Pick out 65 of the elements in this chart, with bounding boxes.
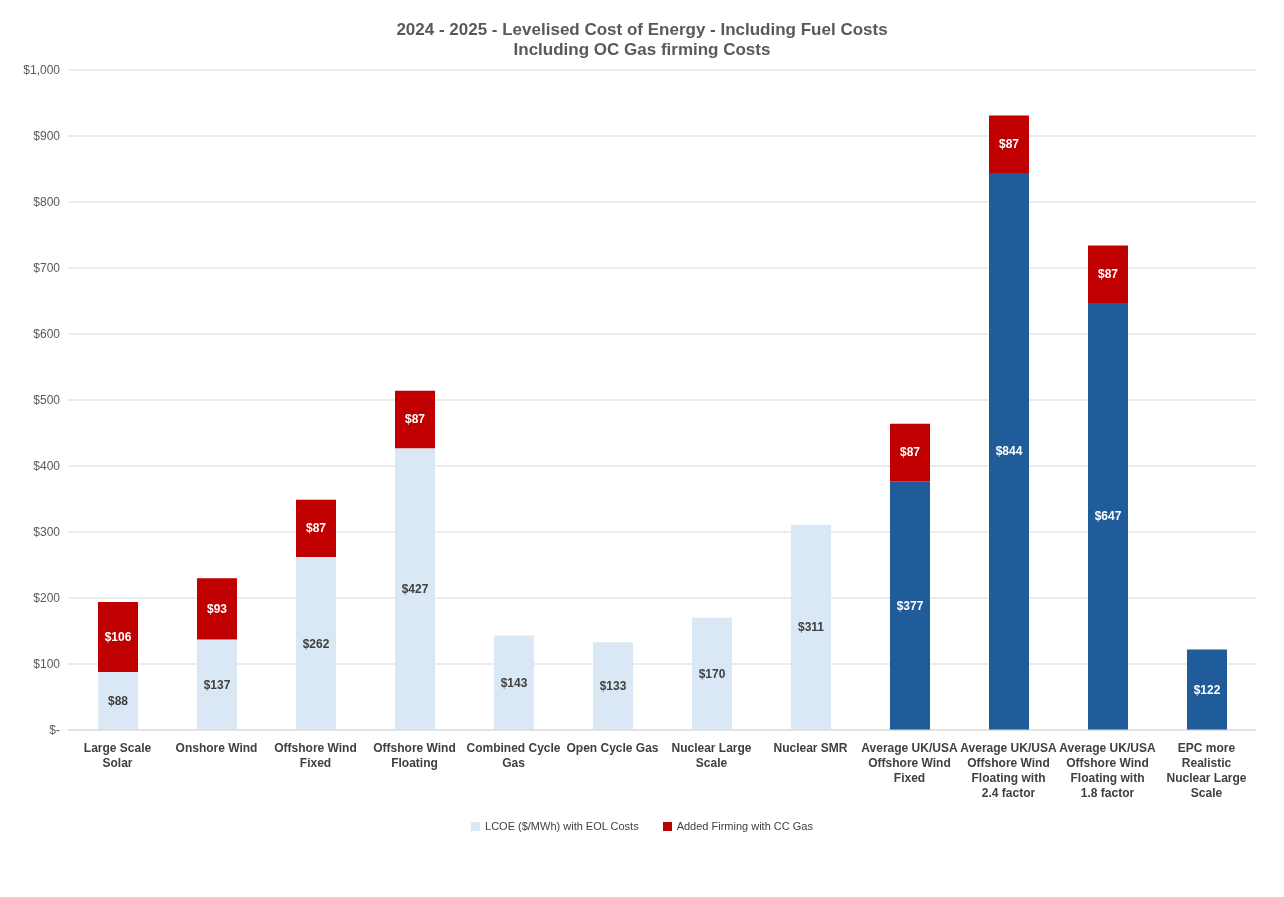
data-label: $143 [500,675,528,690]
data-label: $106 [104,629,132,644]
bar [98,601,138,672]
bar [197,639,237,730]
data-label: $122 [1193,682,1221,697]
x-tick-label: Combined Cycle Gas [466,741,561,770]
x-tick-label: Offshore Wind Floating [373,741,456,770]
bar [395,390,435,449]
data-label: $87 [305,521,327,536]
bar [791,524,831,730]
x-tick-label: Onshore Wind [175,741,258,755]
data-label: $88 [107,693,129,708]
chart-title: 2024 - 2025 - Levelised Cost of Energy - Including Fuel Costs [395,20,889,40]
bar [989,172,1029,730]
bar [296,557,336,730]
x-tick-label: Nuclear Large Scale [671,741,752,770]
data-label: $844 [995,444,1023,459]
y-tick-label: $800 [33,195,61,210]
bar [494,635,534,730]
y-tick-label: $900 [33,129,61,144]
bar [1088,245,1128,303]
x-tick-label: Average UK/USA Offshore Wind Fixed [861,741,958,785]
bar [890,481,930,730]
y-tick-label: $300 [33,525,61,540]
bar [989,115,1029,173]
bar [1088,302,1128,730]
data-label: $262 [302,636,330,651]
data-label: $311 [797,620,825,635]
bar [197,578,237,640]
data-label: $133 [599,679,627,694]
x-tick-label: Large Scale Solar [83,741,152,770]
data-label: $87 [998,137,1020,152]
x-tick-label: Open Cycle Gas [566,741,659,755]
x-tick-label: Average UK/USA Offshore Wind Floating with 2.4 factor [960,741,1057,800]
y-tick-label: $100 [33,657,61,672]
bar [890,423,930,482]
chart-subtitle: Including OC Gas firming Costs [512,40,772,60]
y-tick-label: $500 [33,393,61,408]
x-tick-label: Offshore Wind Fixed [274,741,357,770]
y-tick-label: $400 [33,459,61,474]
data-label: $170 [698,666,726,681]
data-label: $377 [896,598,924,613]
data-label: $87 [1097,267,1119,282]
data-label: $647 [1094,509,1122,524]
y-tick-label: $600 [33,327,61,342]
data-label: $87 [899,445,921,460]
x-tick-label: EPC more Realistic Nuclear Large Scale [1166,741,1247,800]
x-tick-label: Nuclear SMR [773,741,848,755]
legend-label: Added Firming with CC Gas [676,820,813,832]
bar [593,642,633,730]
data-label: $137 [203,677,231,692]
bar [692,617,732,730]
bar [296,499,336,558]
y-tick-label: $1,000 [23,63,61,78]
y-tick-label: $700 [33,261,61,276]
data-label: $87 [404,412,426,427]
y-tick-label: $200 [33,591,61,606]
bar [98,671,138,730]
y-tick-label: $- [49,723,60,738]
x-tick-label: Average UK/USA Offshore Wind Floating with 1.8 factor [1059,741,1156,800]
data-label: $427 [401,582,429,597]
legend-label: LCOE ($/MWh) with EOL Costs [485,820,639,832]
bar [395,448,435,730]
data-label: $93 [206,601,228,616]
bar [1187,649,1227,730]
